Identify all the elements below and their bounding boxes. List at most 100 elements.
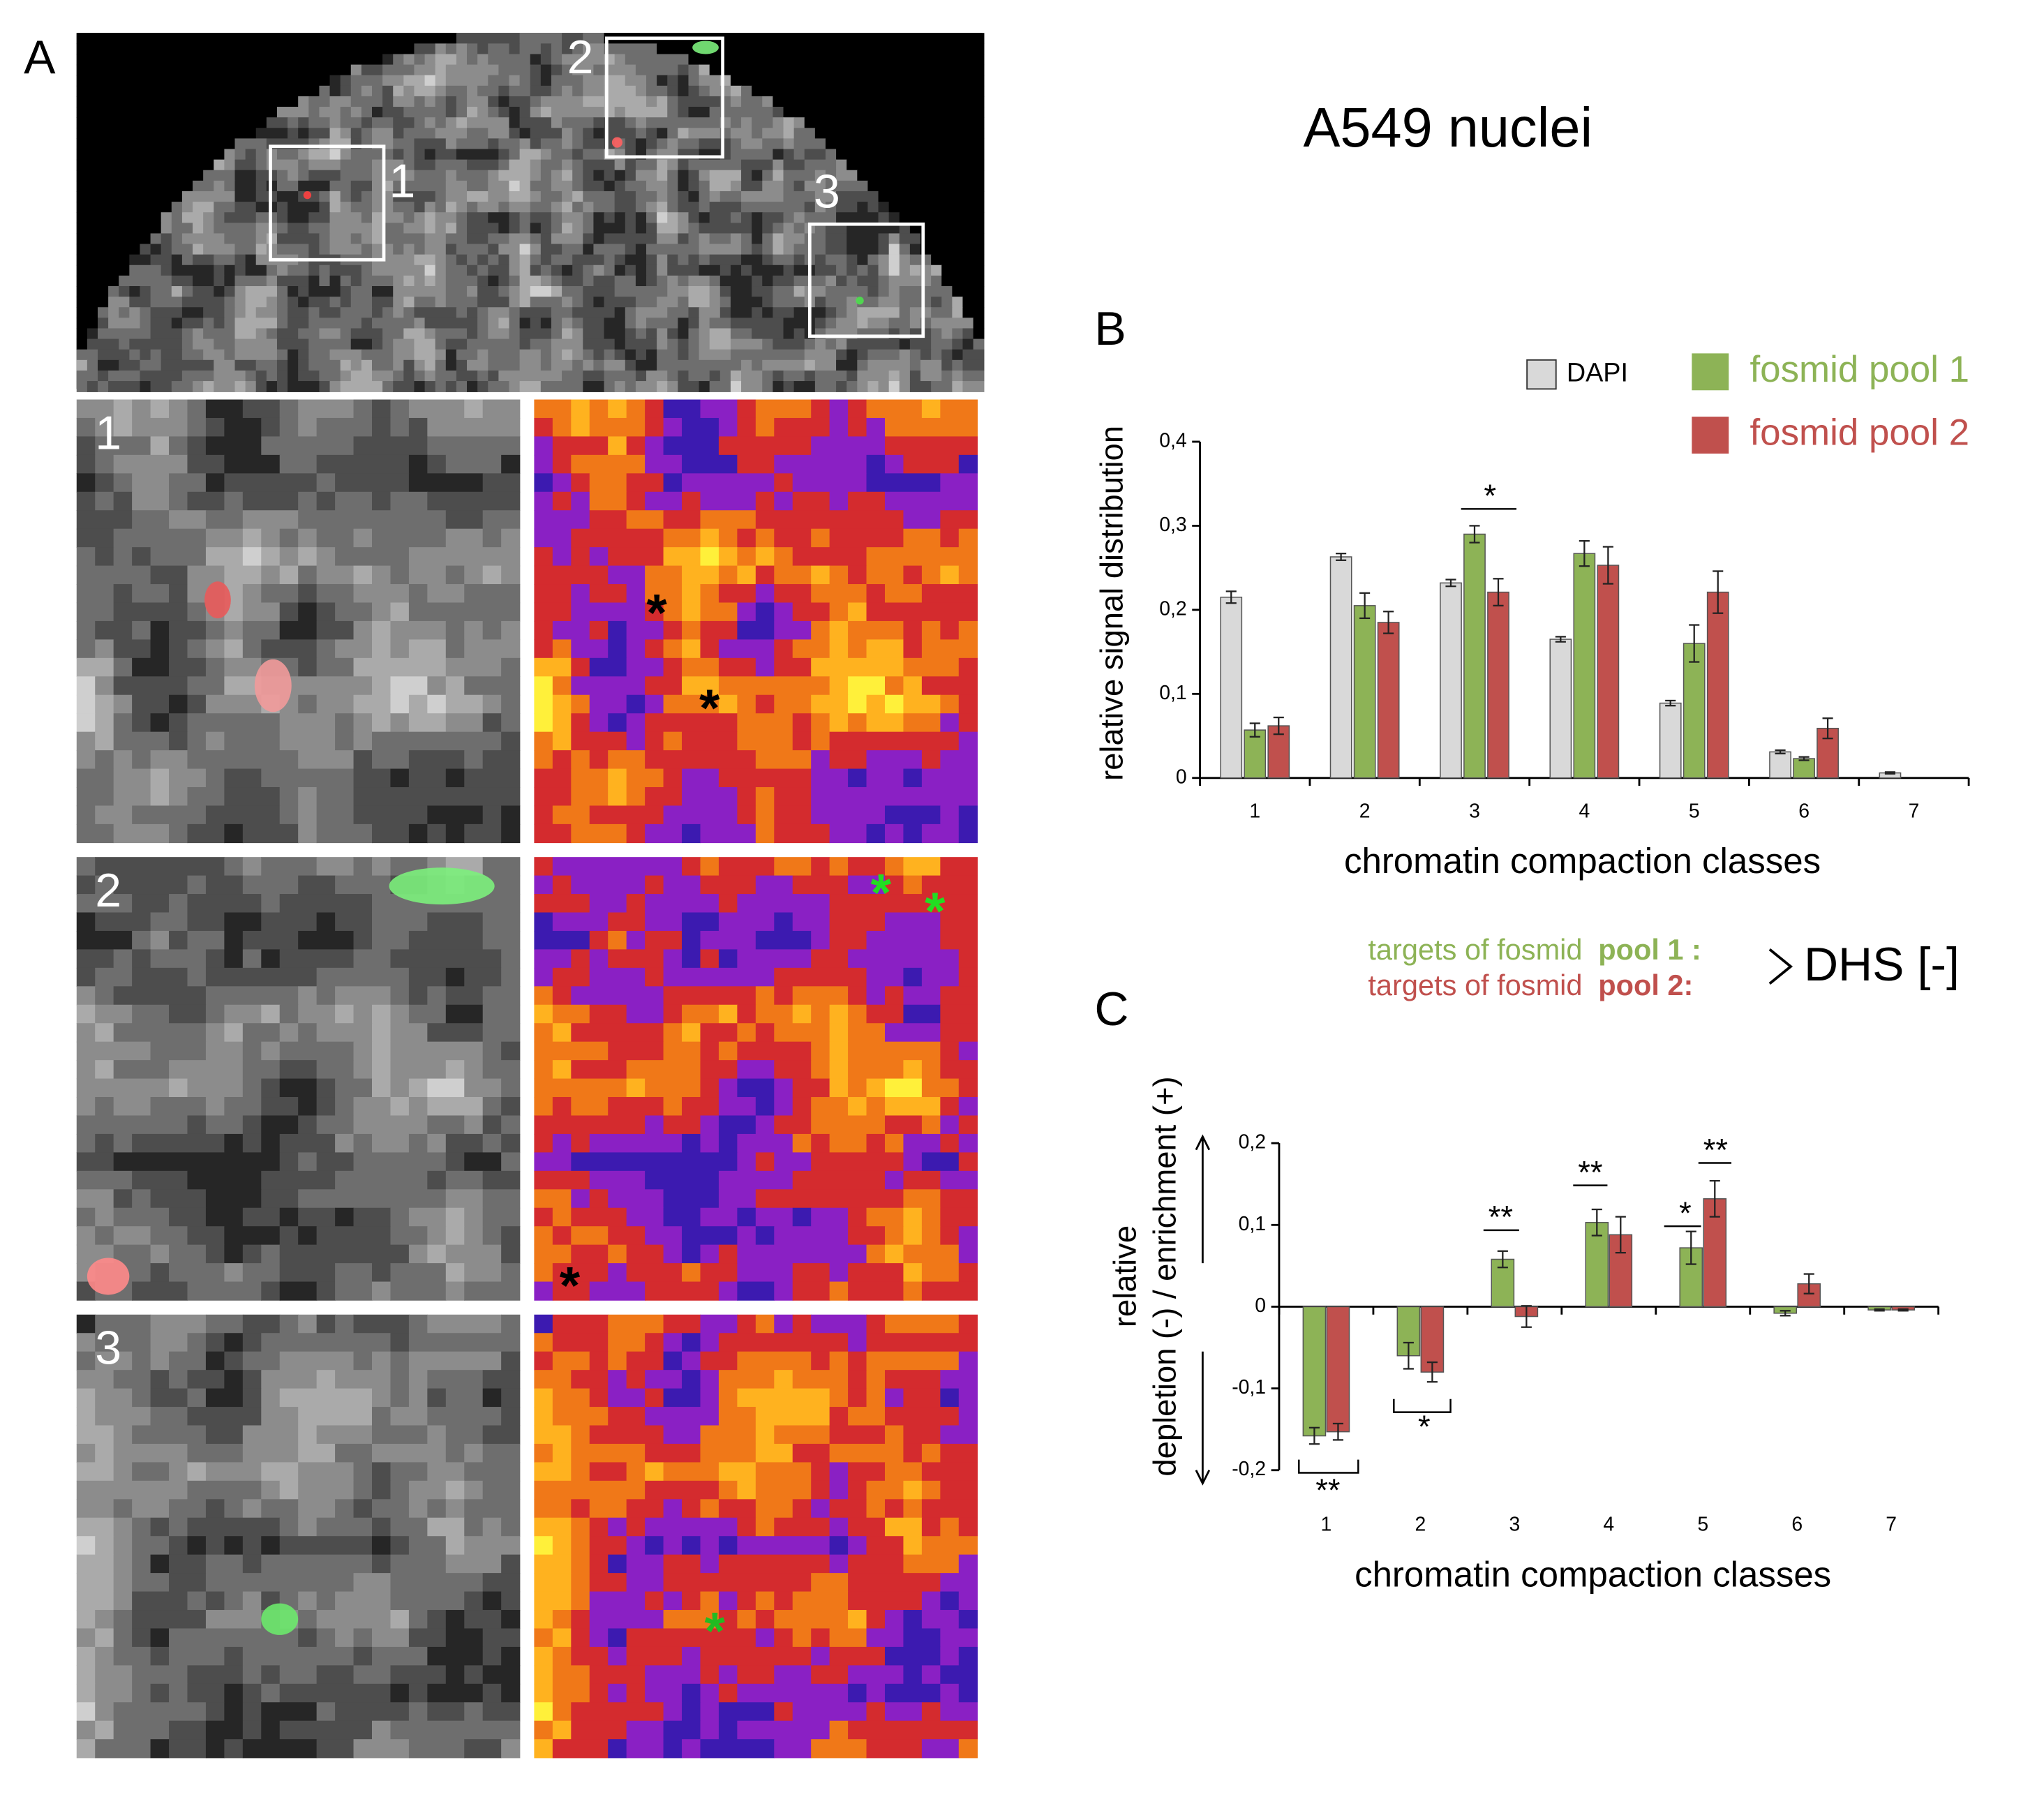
pixel-block: [829, 1023, 849, 1043]
pixel-block: [353, 694, 391, 714]
pixel-block: [762, 223, 774, 234]
pixel-block: [76, 510, 133, 530]
pixel-block: [940, 1591, 960, 1611]
pixel-block: [445, 1499, 465, 1519]
pixel-block: [718, 1370, 775, 1389]
pixel-block: [737, 1133, 793, 1154]
pixel-block: [150, 318, 172, 329]
pixel-block: [276, 297, 288, 308]
pixel-block: [298, 328, 320, 340]
pixel-block: [836, 338, 847, 350]
pixel-block: [498, 138, 521, 150]
bar: [1329, 556, 1352, 779]
pixel-block: [589, 694, 627, 714]
pixel-block: [308, 275, 320, 287]
pixel-block: [279, 1078, 318, 1098]
pixel-block: [534, 1314, 553, 1334]
pixel-block: [298, 417, 318, 438]
pixel-block: [371, 731, 502, 751]
pixel-block: [552, 1023, 572, 1043]
pixel-block: [663, 473, 682, 493]
pixel-block: [755, 1023, 775, 1043]
pixel-block: [958, 1152, 978, 1172]
pixel-block: [482, 930, 521, 950]
pixel-block: [245, 297, 267, 308]
pixel-block: [888, 244, 900, 255]
pixel-block: [501, 565, 521, 585]
pixel-block: [403, 75, 426, 87]
pixel-block: [279, 1683, 391, 1703]
pixel-block: [393, 54, 405, 66]
pixel-block: [857, 318, 869, 329]
pixel-block: [501, 657, 521, 678]
pixel-block: [519, 223, 531, 234]
pixel-block: [866, 823, 886, 844]
pixel-block: [899, 307, 911, 319]
pixel-block: [530, 75, 542, 87]
pixel-block: [626, 823, 646, 844]
pixel-block: [614, 254, 626, 266]
pixel-block: [113, 1554, 133, 1574]
pixel-block: [774, 1739, 812, 1759]
pixel-block: [76, 202, 172, 213]
pixel-block: [76, 676, 96, 696]
pixel-block: [571, 417, 590, 438]
pixel-block: [456, 349, 478, 361]
pixel-block: [298, 528, 318, 548]
pixel-block: [921, 1739, 960, 1759]
pixel-block: [663, 620, 682, 641]
pixel-block: [635, 297, 657, 308]
pixel-block: [435, 381, 447, 392]
pixel-block: [76, 381, 88, 392]
pixel-block: [920, 370, 942, 382]
pixel-block: [361, 349, 394, 361]
x-axis-title: chromatin compaction classes: [1344, 841, 1821, 881]
pixel-block: [958, 620, 978, 641]
pixel-block: [920, 233, 985, 245]
pixel-block: [737, 1610, 756, 1629]
pixel-block: [335, 473, 410, 493]
pixel-block: [353, 399, 373, 419]
significance-bracket: [1298, 1459, 1359, 1474]
pixel-block: [408, 1004, 447, 1024]
pixel-block: [150, 1683, 170, 1703]
pixel-block: [884, 1425, 904, 1445]
pixel-block: [848, 1683, 867, 1703]
pixel-block: [888, 275, 932, 287]
pixel-block: [848, 1610, 867, 1629]
pixel-block: [645, 875, 664, 895]
pixel-block: [390, 1370, 410, 1389]
pixel-block: [614, 349, 626, 361]
pixel-block: [534, 399, 572, 419]
pixel-block: [678, 254, 689, 266]
pixel-block: [445, 1628, 484, 1648]
pixel-block: [903, 1207, 923, 1227]
pixel-block: [552, 1207, 572, 1227]
pixel-block: [593, 264, 605, 276]
pixel-block: [552, 1333, 609, 1352]
pixel-block: [119, 275, 172, 287]
pixel-block: [792, 1702, 867, 1722]
pixel-block: [501, 1739, 521, 1759]
pixel-block: [571, 657, 590, 678]
pixel-block: [773, 149, 784, 161]
pixel-block: [464, 399, 484, 419]
pixel-block: [699, 381, 710, 392]
pixel-block: [699, 254, 710, 266]
pixel-block: [589, 473, 627, 493]
pixel-block: [530, 264, 542, 276]
pixel-block: [108, 370, 141, 382]
pixel-block: [435, 349, 447, 361]
pixel-block: [899, 338, 911, 350]
pixel-block: [931, 338, 953, 350]
pixel-block: [534, 1115, 646, 1135]
pixel-block: [663, 1499, 682, 1519]
pixel-block: [958, 1407, 978, 1426]
pixel-block: [467, 233, 489, 245]
pixel-block: [867, 318, 890, 329]
pixel-block: [509, 180, 521, 192]
pixel-block: [682, 639, 701, 659]
pixel-block: [408, 1739, 465, 1759]
pixel-block: [682, 1244, 701, 1264]
pixel-block: [482, 713, 502, 733]
